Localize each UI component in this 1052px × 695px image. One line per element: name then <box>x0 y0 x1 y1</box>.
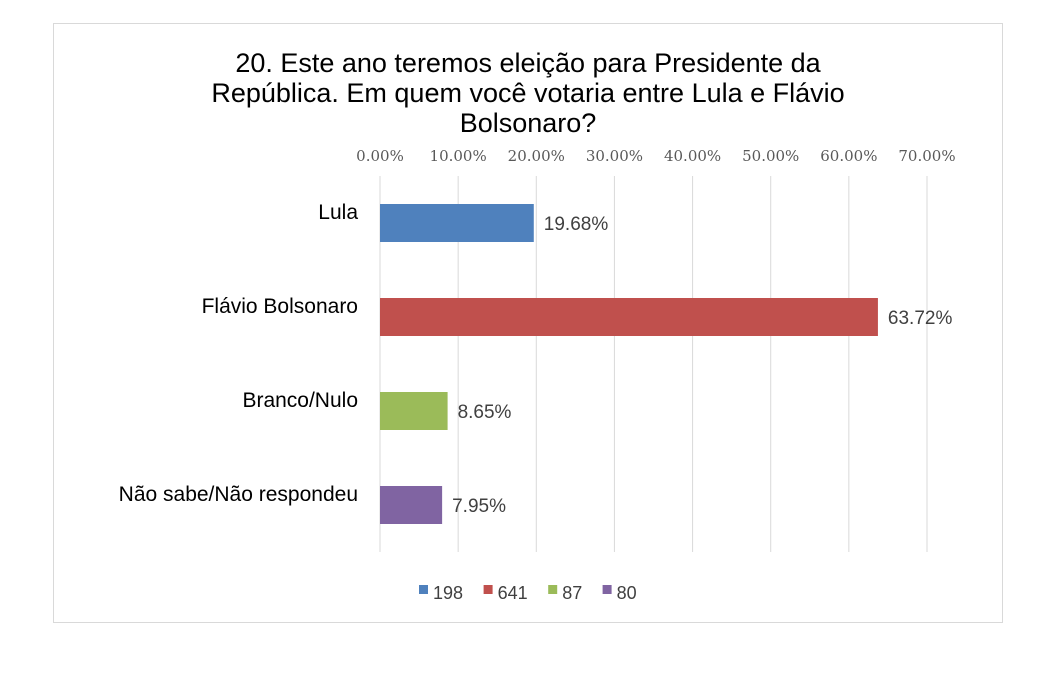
bar <box>380 298 878 336</box>
chart-title-line: Bolsonaro? <box>459 108 597 138</box>
category-label: Branco/Nulo <box>242 389 358 412</box>
x-tick-label: 50.00% <box>742 147 799 165</box>
legend-label: 87 <box>562 583 582 603</box>
data-label: 7.95% <box>452 496 506 517</box>
data-label: 8.65% <box>458 402 512 423</box>
legend-swatch <box>548 585 558 594</box>
legend-label: 80 <box>617 583 637 603</box>
x-tick-label: 70.00% <box>898 147 955 165</box>
legend-label: 198 <box>433 583 463 603</box>
x-tick-label: 40.00% <box>664 147 721 165</box>
x-tick-label: 30.00% <box>586 147 643 165</box>
data-label: 19.68% <box>544 214 609 235</box>
x-tick-label: 0.00% <box>356 147 404 165</box>
category-label: Lula <box>318 201 358 224</box>
data-label: 63.72% <box>888 308 953 329</box>
legend-swatch <box>483 585 493 594</box>
x-tick-label: 20.00% <box>508 147 565 165</box>
bar <box>380 392 448 430</box>
legend-label: 641 <box>498 583 528 603</box>
legend-swatch <box>602 585 612 594</box>
chart-title: 20. Este ano teremos eleição para Presid… <box>53 48 1003 138</box>
bar <box>380 204 534 242</box>
chart-title-line: República. Em quem você votaria entre Lu… <box>211 78 845 108</box>
legend-swatch <box>419 585 428 594</box>
x-tick-label: 60.00% <box>820 147 877 165</box>
category-label: Não sabe/Não respondeu <box>119 483 358 506</box>
bar <box>380 486 443 524</box>
x-tick-label: 10.00% <box>430 147 487 165</box>
category-label: Flávio Bolsonaro <box>202 295 358 318</box>
chart-title-line: 20. Este ano teremos eleição para Presid… <box>235 48 821 78</box>
